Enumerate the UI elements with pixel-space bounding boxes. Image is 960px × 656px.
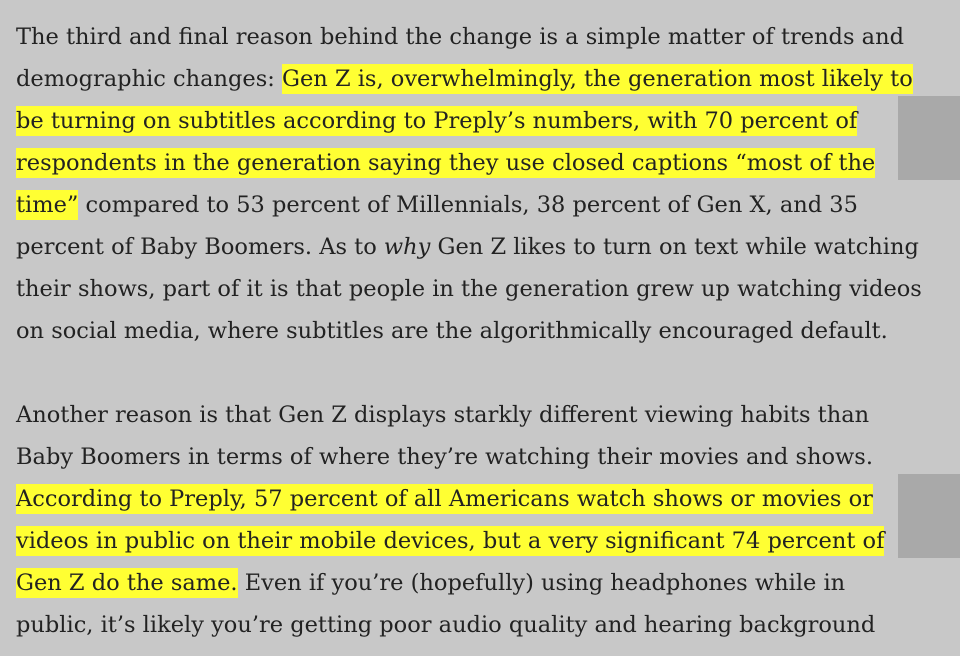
text-run: demographic changes:	[16, 66, 283, 92]
text-line: time” compared to 53 percent of Millenni…	[16, 184, 922, 226]
paragraph-viewing-habits: Another reason is that Gen Z displays st…	[16, 394, 885, 646]
text-line: demographic changes: Gen Z is, overwhelm…	[16, 58, 922, 100]
text-line: The third and final reason behind the ch…	[16, 16, 922, 58]
italic-text: why	[383, 234, 431, 260]
text-line: be turning on subtitles according to Pre…	[16, 100, 922, 142]
text-line: public, it’s likely you’re getting poor …	[16, 604, 884, 646]
text-line: Baby Boomers in terms of where they’re w…	[16, 436, 884, 478]
text-run: public, it’s likely you’re getting poor …	[16, 612, 876, 638]
text-line: percent of Baby Boomers. As to why Gen Z…	[16, 226, 922, 268]
text-run: The third and final reason behind the ch…	[16, 24, 904, 50]
text-run: Baby Boomers in terms of where they’re w…	[16, 444, 873, 470]
highlighted-text: time”	[16, 190, 79, 220]
highlighted-text: respondents in the generation saying the…	[16, 148, 876, 178]
text-line: on social media, where subtitles are the…	[16, 310, 922, 352]
text-line: Gen Z do the same. Even if you’re (hopef…	[16, 562, 884, 604]
text-run: on social media, where subtitles are the…	[16, 318, 888, 344]
text-line: According to Preply, 57 percent of all A…	[16, 478, 884, 520]
text-line: their shows, part of it is that people i…	[16, 268, 922, 310]
text-run: percent of Baby Boomers. As to	[16, 234, 384, 260]
text-run: Even if you’re (hopefully) using headpho…	[237, 570, 846, 596]
highlighted-text: be turning on subtitles according to Pre…	[16, 106, 858, 136]
text-line: respondents in the generation saying the…	[16, 142, 922, 184]
paragraph-subtitles-trends: The third and final reason behind the ch…	[16, 16, 922, 352]
highlighted-text: Gen Z do the same.	[16, 568, 238, 598]
text-run: Another reason is that Gen Z displays st…	[16, 402, 870, 428]
text-run: compared to 53 percent of Millennials, 3…	[78, 192, 858, 218]
highlighted-text: Gen Z is, overwhelmingly, the generation…	[282, 64, 913, 94]
text-line: videos in public on their mobile devices…	[16, 520, 885, 562]
highlighted-text: According to Preply, 57 percent of all A…	[16, 484, 873, 514]
text-run: Gen Z likes to turn on text while watchi…	[430, 234, 919, 260]
highlighted-text: videos in public on their mobile devices…	[16, 526, 885, 556]
text-run: their shows, part of it is that people i…	[16, 276, 922, 302]
side-scroll-block	[898, 474, 960, 558]
side-scroll-block	[898, 96, 960, 180]
text-line: Another reason is that Gen Z displays st…	[16, 394, 884, 436]
